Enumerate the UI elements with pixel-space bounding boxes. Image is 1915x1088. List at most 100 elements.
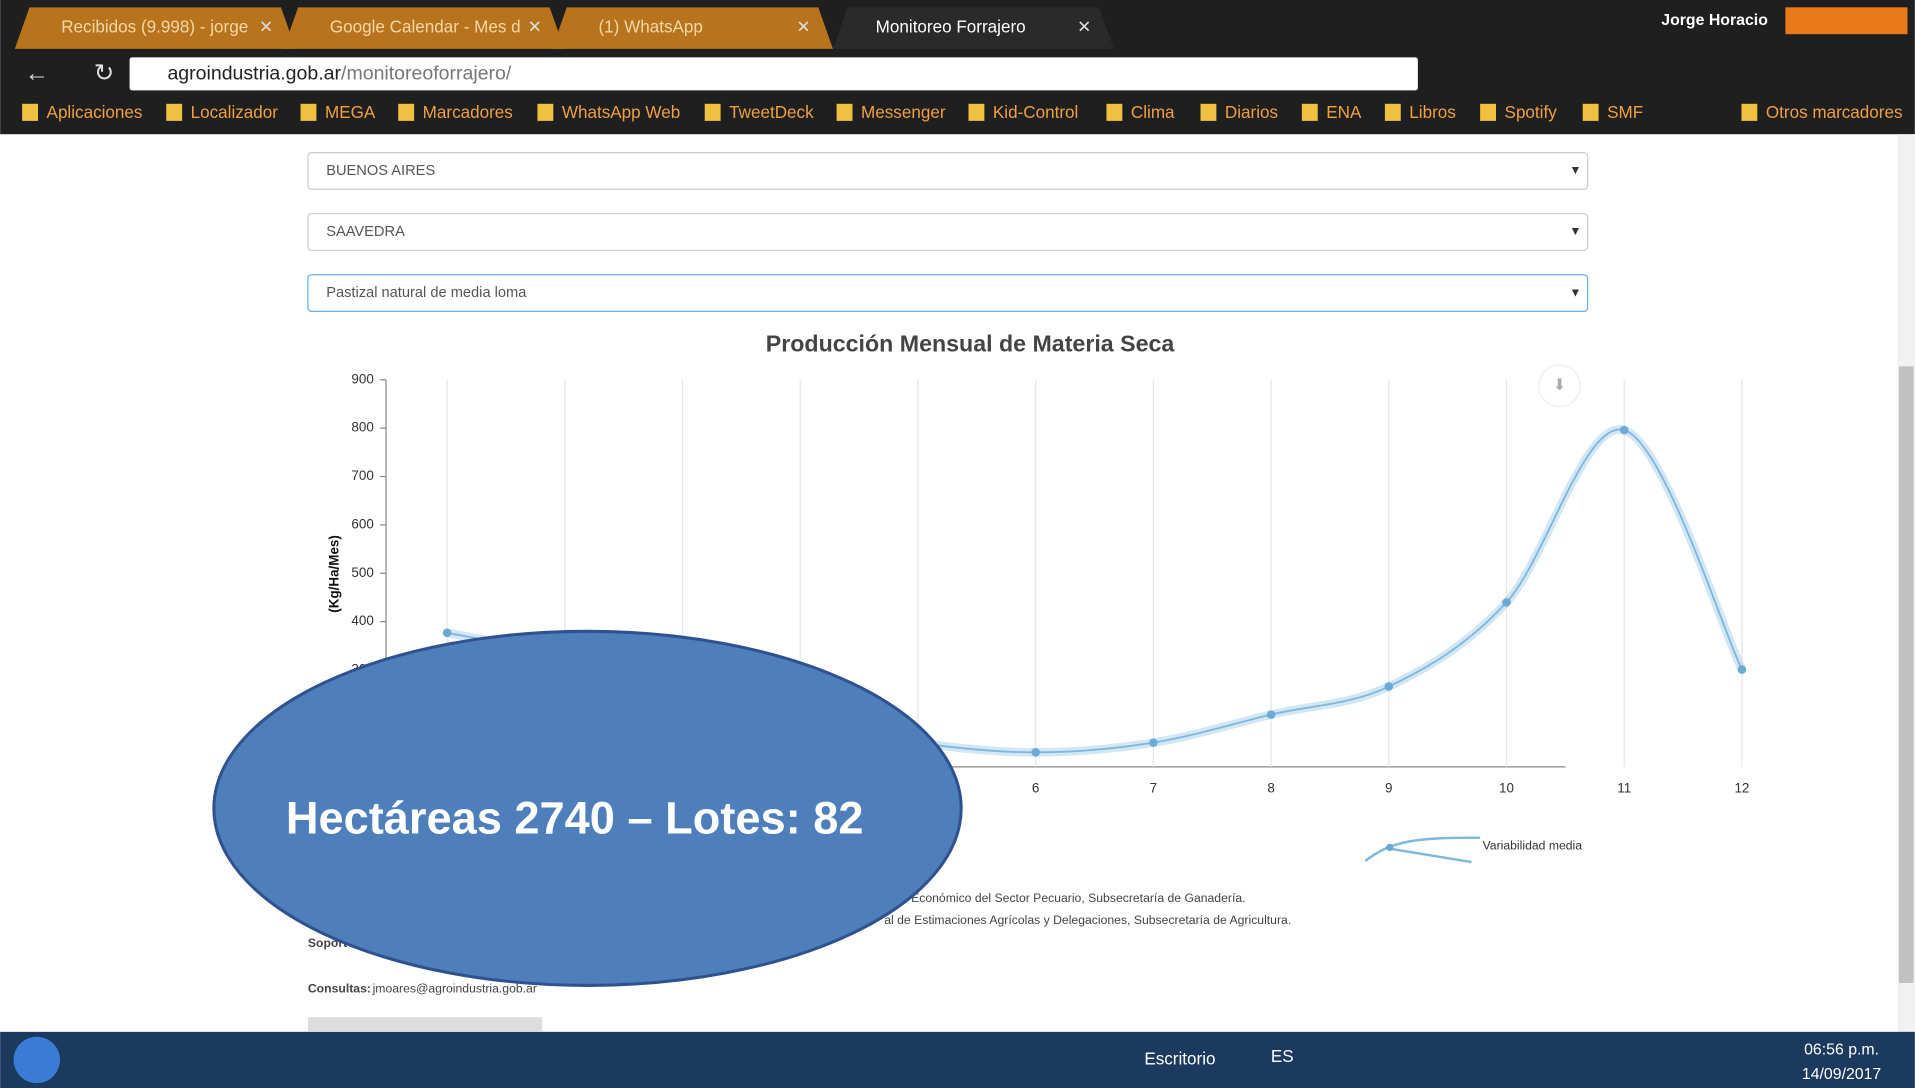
url-host: agroindustria.gob.ar	[167, 63, 341, 85]
bookmark[interactable]: SMF	[1607, 103, 1643, 122]
bookmark[interactable]: TweetDeck	[729, 103, 814, 122]
export-button[interactable]	[1538, 364, 1581, 408]
footer: Económico del Sector Pecuario, Subsecret…	[308, 891, 1291, 995]
scrollbar-thumb[interactable]	[1898, 366, 1914, 983]
profile-name[interactable]: Jorge Horacio	[1661, 12, 1768, 29]
bookmark[interactable]: WhatsApp Web	[562, 103, 680, 122]
bookmark[interactable]: Messenger	[861, 103, 946, 122]
reload-button[interactable]: ↻	[94, 60, 114, 87]
point	[1149, 738, 1158, 747]
bookmark[interactable]: Diarios	[1225, 103, 1278, 122]
y-tick-label: 900	[351, 371, 373, 386]
tab-close[interactable]: ✕	[259, 18, 273, 37]
tab-title: (1) WhatsApp	[598, 18, 702, 37]
desktop-label[interactable]: Escritorio	[1144, 1049, 1215, 1068]
point	[1619, 425, 1629, 435]
bookmark-icon	[968, 103, 985, 121]
bookmark-icon	[704, 103, 721, 121]
bookmark-icon	[166, 103, 183, 121]
bookmark-icon	[1480, 103, 1497, 121]
bookmark-icon	[1741, 103, 1758, 121]
back-button[interactable]: ←	[25, 60, 49, 87]
select-value: SAAVEDRA	[326, 224, 405, 240]
tab[interactable]	[552, 7, 833, 49]
chart-title: Producción Mensual de Materia Seca	[766, 331, 1176, 357]
footer-text: al de Estimaciones Agrícolas y Delegacio…	[884, 913, 1291, 927]
bookmark-icon	[22, 103, 39, 121]
legend-symbol	[1364, 836, 1481, 864]
bookmark[interactable]: MEGA	[325, 103, 376, 122]
point	[1502, 598, 1511, 607]
x-tick-label: 6	[1032, 780, 1039, 795]
tab[interactable]	[832, 7, 1114, 49]
language[interactable]: ES	[1271, 1047, 1294, 1066]
bookmark[interactable]: Localizador	[191, 103, 279, 122]
select-value: BUENOS AIRES	[326, 163, 435, 179]
bookmark-icon	[1582, 103, 1599, 121]
tab-close[interactable]: ✕	[528, 18, 542, 37]
select[interactable]	[307, 152, 1589, 190]
point	[442, 628, 452, 638]
clock-date: 14/09/2017	[1802, 1066, 1882, 1083]
x-tick-label: 11	[1617, 780, 1631, 795]
x-tick-label: 7	[1150, 780, 1157, 795]
address-bar[interactable]	[129, 57, 1418, 91]
x-tick-label: 9	[1385, 780, 1392, 795]
bookmark[interactable]: Spotify	[1505, 103, 1558, 122]
point	[1031, 748, 1040, 757]
point	[1737, 665, 1747, 674]
contact-email[interactable]: jmoares@agroindustria.gob.ar	[372, 981, 537, 995]
bookmark[interactable]: Aplicaciones	[47, 103, 143, 122]
y-axis-label: (Kg/Ha/Mes)	[326, 535, 341, 613]
bookmark[interactable]: Otros marcadores	[1766, 103, 1903, 122]
bookmark-icon	[1200, 103, 1217, 121]
bookmark-icon	[398, 103, 415, 121]
window-controls[interactable]	[1785, 7, 1908, 35]
select-arrow: ▼	[1569, 163, 1581, 177]
point	[1266, 710, 1276, 719]
y-tick-label: 400	[351, 613, 373, 628]
x-tick-label: 12	[1734, 780, 1749, 795]
url-path: /monitoreoforrajero/	[341, 63, 512, 85]
export-icon: ⬇	[1553, 377, 1566, 394]
select[interactable]	[307, 213, 1589, 251]
bookmark[interactable]: Libros	[1409, 103, 1456, 122]
y-tick-label: 600	[351, 516, 373, 531]
clock-time: 06:56 p.m.	[1804, 1041, 1879, 1058]
contact-label: Consultas:	[308, 981, 371, 995]
legend-label[interactable]: Variabilidad media	[1483, 838, 1583, 852]
legend-dot	[1386, 843, 1394, 852]
x-tick-label: 10	[1499, 780, 1514, 795]
point	[1384, 682, 1394, 691]
select-arrow: ▼	[1569, 285, 1581, 299]
tab[interactable]	[14, 7, 296, 49]
tab-title: Monitoreo Forrajero	[876, 18, 1026, 37]
tab[interactable]	[283, 7, 565, 49]
bookmark-icon	[1384, 103, 1401, 121]
select-value: Pastizal natural de media loma	[326, 285, 527, 301]
tab-close[interactable]: ✕	[796, 18, 810, 37]
select[interactable]	[307, 274, 1589, 312]
bookmark[interactable]: Kid-Control	[993, 103, 1078, 122]
bookmark-icon	[300, 103, 317, 121]
select-arrow: ▼	[1569, 224, 1581, 238]
overlay-shape	[212, 629, 963, 987]
start-button[interactable]	[13, 1036, 60, 1084]
bookmark[interactable]: Clima	[1131, 103, 1175, 122]
tab-close[interactable]: ✕	[1077, 18, 1091, 37]
tab-title: Google Calendar - Mes d	[330, 18, 521, 37]
button[interactable]	[307, 1017, 543, 1032]
url: agroindustria.gob.ar/monitoreoforrajero/	[167, 63, 511, 85]
footer-text: Económico del Sector Pecuario, Subsecret…	[911, 891, 1245, 905]
bookmark-icon	[1106, 103, 1123, 121]
x-tick-label: 8	[1267, 780, 1274, 795]
tab-title: Recibidos (9.998) - jorge	[61, 18, 248, 37]
bookmark[interactable]: Marcadores	[423, 103, 513, 122]
bookmark-icon	[836, 103, 853, 121]
bookmark[interactable]: ENA	[1326, 103, 1362, 122]
bookmark-icon	[1301, 103, 1318, 121]
y-tick-label: 800	[351, 420, 373, 435]
y-tick-label: 500	[351, 565, 373, 580]
